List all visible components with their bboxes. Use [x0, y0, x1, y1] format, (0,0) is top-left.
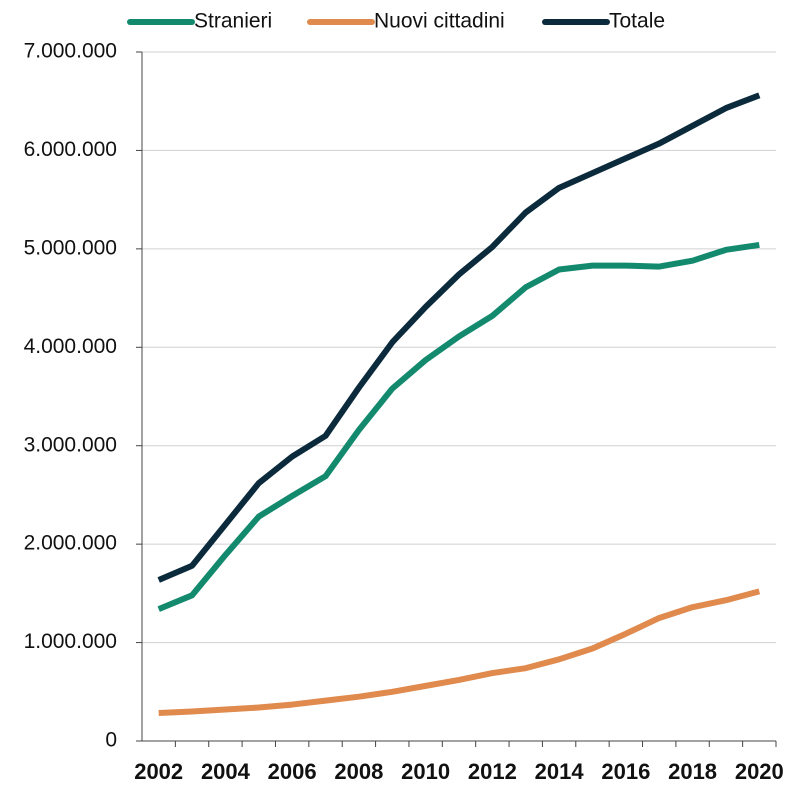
y-tick-label: 4.000.000: [24, 335, 117, 358]
y-tick-label: 5.000.000: [24, 236, 117, 259]
x-tick-label: 2018: [668, 759, 717, 784]
y-tick-label: 1.000.000: [24, 630, 117, 653]
legend-label: Totale: [609, 10, 665, 33]
x-tick-label: 2020: [735, 759, 784, 784]
x-tick-label: 2014: [535, 759, 585, 784]
x-tick-label: 2004: [201, 759, 251, 784]
y-tick-label: 2.000.000: [24, 532, 117, 555]
x-tick-label: 2010: [401, 759, 450, 784]
legend-label: Nuovi cittadini: [374, 10, 505, 33]
y-tick-label: 6.000.000: [24, 138, 117, 161]
x-tick-label: 2008: [334, 759, 383, 784]
line-series: [158, 588, 761, 716]
line-series: [157, 241, 760, 612]
x-tick-label: 2016: [601, 759, 650, 784]
line-series: [157, 92, 761, 583]
x-tick-label: 2012: [468, 759, 517, 784]
y-tick-label: 7.000.000: [24, 40, 117, 63]
x-tick-label: 2006: [268, 759, 317, 784]
y-tick-label: 0: [105, 729, 117, 752]
legend-label: Stranieri: [194, 10, 272, 33]
y-tick-label: 3.000.000: [24, 433, 117, 456]
x-tick-label: 2002: [134, 759, 183, 784]
